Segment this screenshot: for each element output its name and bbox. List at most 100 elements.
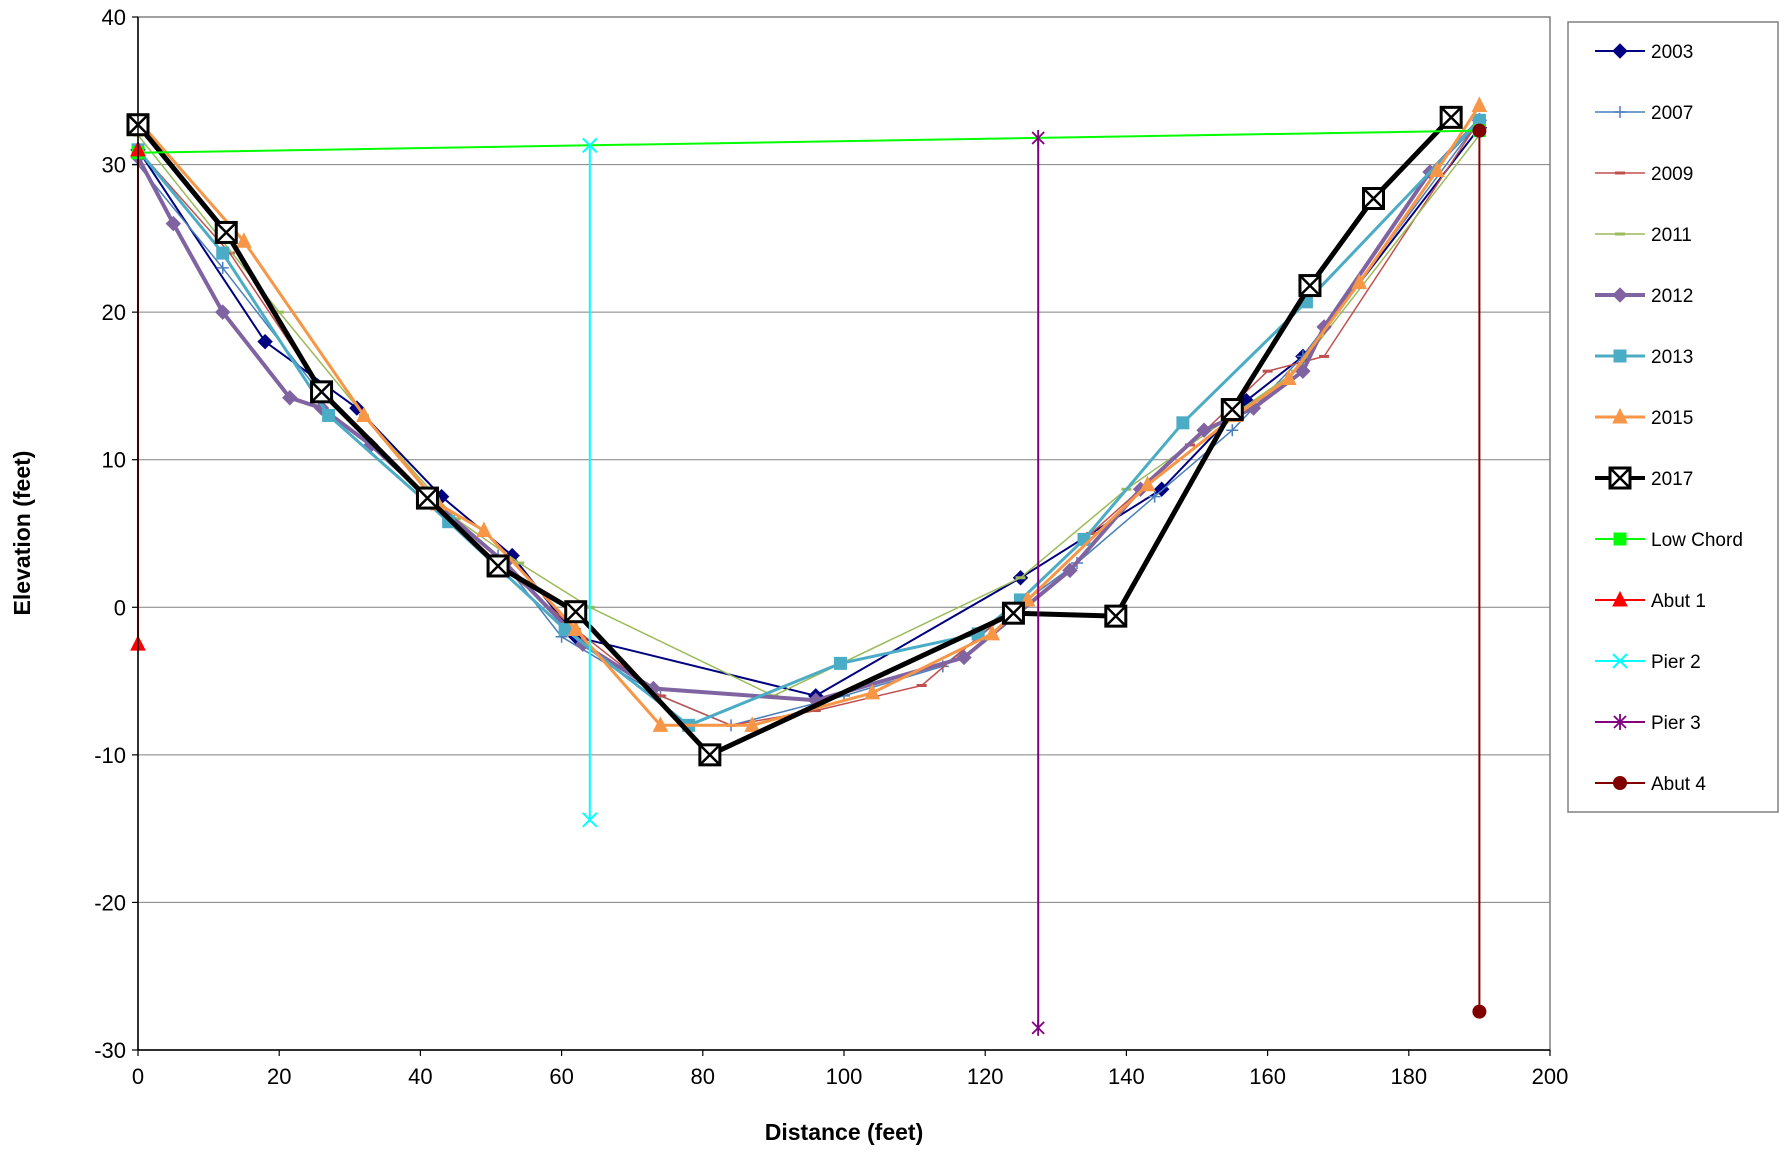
legend-label: 2009 [1651,164,1693,185]
legend-label: 2003 [1651,42,1693,63]
x-tick-label: 120 [967,1064,1004,1089]
legend-item-pier-3: Pier 3 [1595,713,1701,734]
data-point-2015 [744,716,761,732]
legend: 2003 2007 2009 2011 2012 2013 2015 2017 Low Chor… [1567,21,1779,813]
legend-label: 2011 [1651,225,1692,246]
data-point-2015 [1139,475,1156,492]
legend-label: 2015 [1651,408,1693,429]
data-point-pier-2 [582,137,598,154]
data-point-2012 [165,215,182,232]
y-tick-label: -20 [94,890,126,915]
data-point-2017 [1220,398,1244,422]
legend-item-2017: 2017 [1595,466,1693,490]
x-tick-label: 180 [1390,1064,1427,1089]
data-point-2012 [956,649,972,666]
x-axis-title: Distance (feet) [765,1119,923,1145]
legend-label: Low Chord [1651,530,1743,551]
data-point-2015 [236,232,252,248]
legend-swatch-marker [1612,590,1628,607]
data-point-2017 [1362,187,1385,211]
legend-swatch-marker [1612,407,1628,424]
legend-item-2007: 2007 [1595,103,1693,124]
legend-swatch-marker [1613,532,1627,546]
data-point-2015 [652,716,669,732]
data-point-abut-4 [1472,1004,1487,1019]
y-tick-label: 20 [102,300,126,325]
legend-item-abut-4: Abut 4 [1595,774,1706,795]
y-tick-label: 0 [114,595,126,620]
x-tick-label: 200 [1532,1064,1569,1089]
y-axis-title: Elevation (feet) [9,451,35,616]
legend-item-pier-2: Pier 2 [1595,652,1701,673]
x-tick-label: 160 [1249,1064,1286,1089]
data-point-2012 [1062,562,1078,579]
data-point-2017 [415,486,439,510]
data-point-2012 [1196,422,1212,438]
series-2017 [126,105,1463,767]
legend-label: 2007 [1651,103,1693,124]
legend-label: Abut 1 [1651,591,1706,612]
x-tick-label: 40 [408,1064,432,1089]
data-point-2013 [1176,416,1190,430]
data-point-2007 [1226,424,1239,437]
x-tick-label: 60 [549,1064,573,1089]
data-point-2013 [322,408,336,422]
x-tick-label: 80 [691,1064,715,1089]
legend-swatch-marker [1613,349,1627,363]
data-point-2017 [214,220,238,244]
y-tick-label: 10 [102,448,126,473]
data-point-2015 [567,620,584,636]
legend-item-abut-1: Abut 1 [1595,590,1706,612]
legend-item-2012: 2012 [1595,286,1693,307]
data-point-pier-3 [1031,130,1045,147]
data-point-2017 [486,554,510,578]
series-pier-2 [582,137,598,828]
legend-swatch-marker [1613,776,1627,790]
plot-area [137,16,1551,1051]
x-tick-label: 0 [132,1064,144,1089]
legend-label: Pier 2 [1651,652,1701,673]
series-pier-3 [1031,130,1045,1036]
legend-swatch-marker [1612,287,1628,303]
y-tick-label: 30 [102,153,126,178]
x-tick-label: 140 [1108,1064,1145,1089]
legend-swatch-marker [1613,714,1627,730]
data-point-2012 [282,390,298,406]
data-point-2013 [833,656,847,670]
legend-item-low-chord: Low Chord [1595,530,1743,551]
legend-item-2003: 2003 [1595,42,1693,63]
x-tick-label: 100 [826,1064,863,1089]
legend-label: Abut 4 [1651,774,1706,795]
legend-item-2013: 2013 [1595,347,1693,368]
legend-label: Pier 3 [1651,713,1701,734]
data-point-2015 [1280,369,1297,386]
data-point-2015 [356,406,372,422]
data-point-abut-4 [1472,123,1487,138]
data-point-2017 [698,743,722,767]
data-point-2015 [984,624,1001,641]
legend-label: 2017 [1651,469,1693,490]
legend-swatch-marker [1612,43,1628,59]
data-point-pier-2 [582,812,598,828]
data-point-2015 [476,521,492,538]
legend-item-2011: 2011 [1595,225,1692,246]
data-point-2017 [1298,274,1322,298]
data-point-2017 [564,600,588,624]
data-point-2015 [1429,161,1445,177]
y-tick-label: -10 [94,743,126,768]
series-line-low-chord [137,129,1480,154]
data-point-2013 [216,246,230,260]
legend-item-2015: 2015 [1595,407,1693,429]
legend-label: 2013 [1651,347,1693,368]
legend-label: 2012 [1651,286,1693,307]
data-point-2007 [216,261,229,274]
y-tick-label: 40 [102,5,126,30]
data-point-pier-3 [1031,1019,1045,1036]
gridlines [138,164,1550,903]
y-tick-label: -30 [94,1038,126,1063]
data-point-2007 [1148,490,1161,503]
data-point-2015 [1471,96,1488,113]
